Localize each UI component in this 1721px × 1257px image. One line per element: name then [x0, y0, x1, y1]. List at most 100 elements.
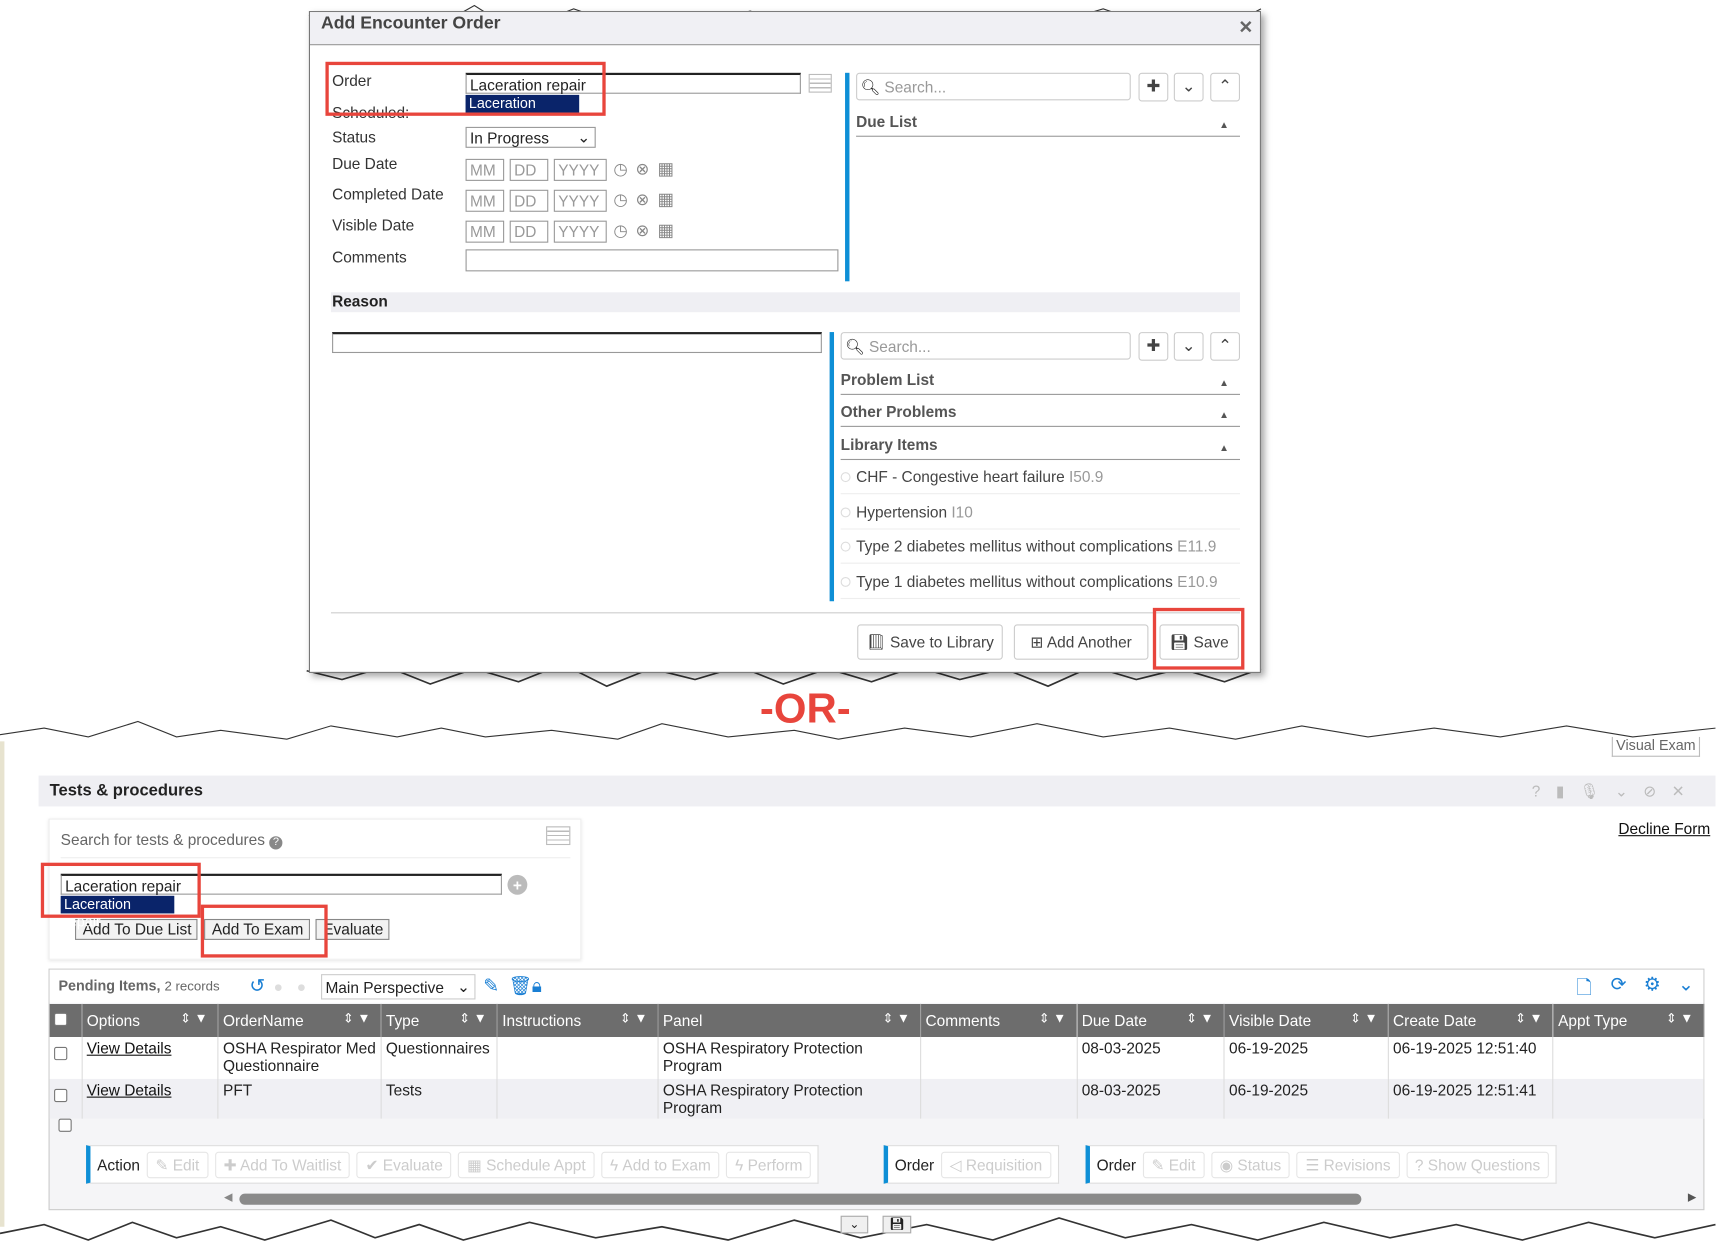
- library-item[interactable]: Type 1 diabetes mellitus without complic…: [840, 564, 1240, 599]
- clock-icon[interactable]: ◷: [613, 190, 628, 210]
- action-button-add-to-waitlist[interactable]: ✚ Add To Waitlist: [214, 1151, 351, 1179]
- row-checkbox[interactable]: [54, 1088, 68, 1103]
- due-date-dd-input[interactable]: DD: [509, 158, 549, 181]
- column-header[interactable]: OrderName ⇕▼: [218, 1003, 382, 1038]
- action-button-show-questions[interactable]: ? Show Questions: [1406, 1151, 1550, 1179]
- library-item[interactable]: CHF - Congestive heart failure I50.9: [840, 460, 1240, 495]
- column-header[interactable]: Instructions ⇕▼: [497, 1003, 659, 1038]
- column-header[interactable]: Type ⇕▼: [380, 1003, 498, 1038]
- save-button[interactable]: 💾︎ Save: [1159, 624, 1239, 660]
- collapse-all-icon[interactable]: ⌃: [1210, 72, 1240, 102]
- action-button-evaluate[interactable]: ✔ Evaluate: [356, 1151, 452, 1179]
- radio-icon[interactable]: [840, 472, 851, 483]
- status-select[interactable]: In Progress ⌄: [465, 126, 596, 148]
- add-icon[interactable]: ✚: [1138, 72, 1169, 102]
- clock-icon[interactable]: ◷: [613, 221, 628, 241]
- back-icon[interactable]: ●: [273, 977, 283, 996]
- scroll-right-icon[interactable]: ▶: [1687, 1191, 1697, 1204]
- column-header[interactable]: Create Date ⇕▼: [1388, 1003, 1554, 1038]
- section-header[interactable]: Problem List ▲: [840, 368, 1240, 395]
- radio-icon[interactable]: [840, 506, 851, 517]
- order-input[interactable]: Laceration repair: [465, 72, 801, 94]
- visible-date-dd-input[interactable]: DD: [509, 220, 549, 243]
- list-icon[interactable]: [546, 826, 571, 846]
- column-header[interactable]: Comments ⇕▼: [920, 1003, 1078, 1038]
- column-header[interactable]: Due Date ⇕▼: [1076, 1003, 1225, 1038]
- lock-icon[interactable]: 🔒︎: [531, 975, 542, 997]
- trash-icon[interactable]: 🗑︎: [508, 975, 533, 997]
- save-to-library-button[interactable]: 📕︎ Save to Library: [857, 624, 1003, 660]
- pencil-icon[interactable]: ✎: [483, 975, 499, 997]
- panel-header-icons[interactable]: ?▮🎙︎⌄⊘✕: [1532, 776, 1700, 807]
- row-checkbox[interactable]: [58, 1118, 72, 1132]
- action-button-revisions[interactable]: ☰ Revisions: [1296, 1151, 1400, 1179]
- action-button-perform[interactable]: ϟ Perform: [726, 1151, 812, 1179]
- action-button-requisition[interactable]: ◁ Requisition: [940, 1151, 1052, 1179]
- expand-all-icon[interactable]: ⌄: [1173, 332, 1204, 361]
- refresh-icon[interactable]: ⟳: [1610, 974, 1627, 996]
- decline-form-link[interactable]: Decline Form: [1618, 819, 1711, 838]
- add-icon[interactable]: ✚: [1138, 332, 1169, 361]
- chevron-down-icon[interactable]: ⌄: [1677, 974, 1694, 996]
- add-to-exam-button[interactable]: Add To Exam: [204, 918, 310, 940]
- tab-visual-exam[interactable]: Visual Exam: [1611, 736, 1701, 757]
- completed-date-dd-input[interactable]: DD: [509, 189, 549, 212]
- section-header[interactable]: Library Items ▲: [840, 434, 1240, 461]
- sort-filter-icon[interactable]: ⇕▼: [619, 1010, 651, 1026]
- close-icon[interactable]: ✕: [1238, 18, 1254, 38]
- document-icon[interactable]: 🗋: [1576, 977, 1592, 999]
- undo-icon[interactable]: ↺: [249, 975, 266, 997]
- collapse-all-icon[interactable]: ⌃: [1210, 332, 1240, 361]
- reason-search-input[interactable]: 🔍︎ Search...: [840, 332, 1131, 360]
- evaluate-button[interactable]: Evaluate: [315, 918, 390, 940]
- radio-icon[interactable]: [840, 576, 851, 587]
- sort-filter-icon[interactable]: ⇕▼: [342, 1010, 374, 1026]
- save-icon[interactable]: 💾︎: [882, 1215, 912, 1234]
- sort-filter-icon[interactable]: ⇕▼: [882, 1010, 914, 1026]
- completed-date-mm-input[interactable]: MM: [465, 189, 505, 212]
- action-button-add-to-exam[interactable]: ϟ Add to Exam: [601, 1151, 720, 1179]
- sort-filter-icon[interactable]: ⇕▼: [1350, 1010, 1381, 1026]
- expand-all-icon[interactable]: ⌄: [1173, 72, 1204, 102]
- calendar-icon[interactable]: ▦: [657, 190, 675, 210]
- tests-search-input[interactable]: Laceration repair: [60, 873, 502, 895]
- completed-date-yyyy-input[interactable]: YYYY: [553, 189, 607, 212]
- calendar-icon[interactable]: ▦: [657, 159, 675, 179]
- forward-icon[interactable]: ●: [296, 977, 307, 996]
- list-icon[interactable]: [808, 73, 832, 93]
- add-to-due-list-button[interactable]: Add To Due List: [75, 918, 198, 940]
- sort-filter-icon[interactable]: ⇕▼: [180, 1010, 211, 1026]
- sort-filter-icon[interactable]: ⇕▼: [1665, 1010, 1697, 1026]
- clear-icon[interactable]: ⊗: [635, 159, 650, 179]
- due-list-header[interactable]: Due List ▲: [856, 110, 1240, 137]
- horizontal-scrollbar[interactable]: [239, 1193, 1362, 1205]
- scroll-left-icon[interactable]: ◀: [223, 1191, 233, 1204]
- visible-date-yyyy-input[interactable]: YYYY: [553, 220, 607, 243]
- add-circle-icon[interactable]: +: [507, 874, 528, 895]
- gear-icon[interactable]: ⚙: [1643, 974, 1661, 996]
- action-button-status[interactable]: ◉ Status: [1210, 1151, 1291, 1179]
- collapse-icon[interactable]: ⌄: [840, 1215, 869, 1234]
- comments-textarea[interactable]: [465, 249, 839, 272]
- action-button-edit[interactable]: ✎ Edit: [146, 1151, 209, 1179]
- sort-filter-icon[interactable]: ⇕▼: [1515, 1010, 1546, 1026]
- column-header[interactable]: Visible Date ⇕▼: [1224, 1003, 1389, 1038]
- column-header[interactable]: Appt Type ⇕▼: [1553, 1003, 1705, 1038]
- select-all-checkbox[interactable]: [49, 1003, 83, 1038]
- row-checkbox[interactable]: [54, 1046, 68, 1061]
- column-header[interactable]: Options ⇕▼: [81, 1003, 219, 1038]
- calendar-icon[interactable]: ▦: [657, 221, 675, 241]
- help-icon[interactable]: ?: [269, 836, 283, 850]
- sort-filter-icon[interactable]: ⇕▼: [1038, 1010, 1070, 1026]
- section-header[interactable]: Other Problems ▲: [840, 400, 1240, 427]
- add-another-button[interactable]: ⊞ Add Another: [1013, 624, 1149, 660]
- perspective-select[interactable]: Main Perspective ⌄: [321, 974, 476, 1000]
- library-item[interactable]: Type 2 diabetes mellitus without complic…: [840, 530, 1240, 564]
- due-date-mm-input[interactable]: MM: [465, 158, 505, 181]
- due-date-yyyy-input[interactable]: YYYY: [553, 158, 607, 181]
- library-item[interactable]: Hypertension I10: [840, 495, 1240, 529]
- view-details-link[interactable]: View Details: [86, 1039, 172, 1057]
- sort-filter-icon[interactable]: ⇕▼: [1186, 1010, 1217, 1026]
- sort-filter-icon[interactable]: ⇕▼: [459, 1010, 491, 1026]
- clear-icon[interactable]: ⊗: [635, 221, 650, 241]
